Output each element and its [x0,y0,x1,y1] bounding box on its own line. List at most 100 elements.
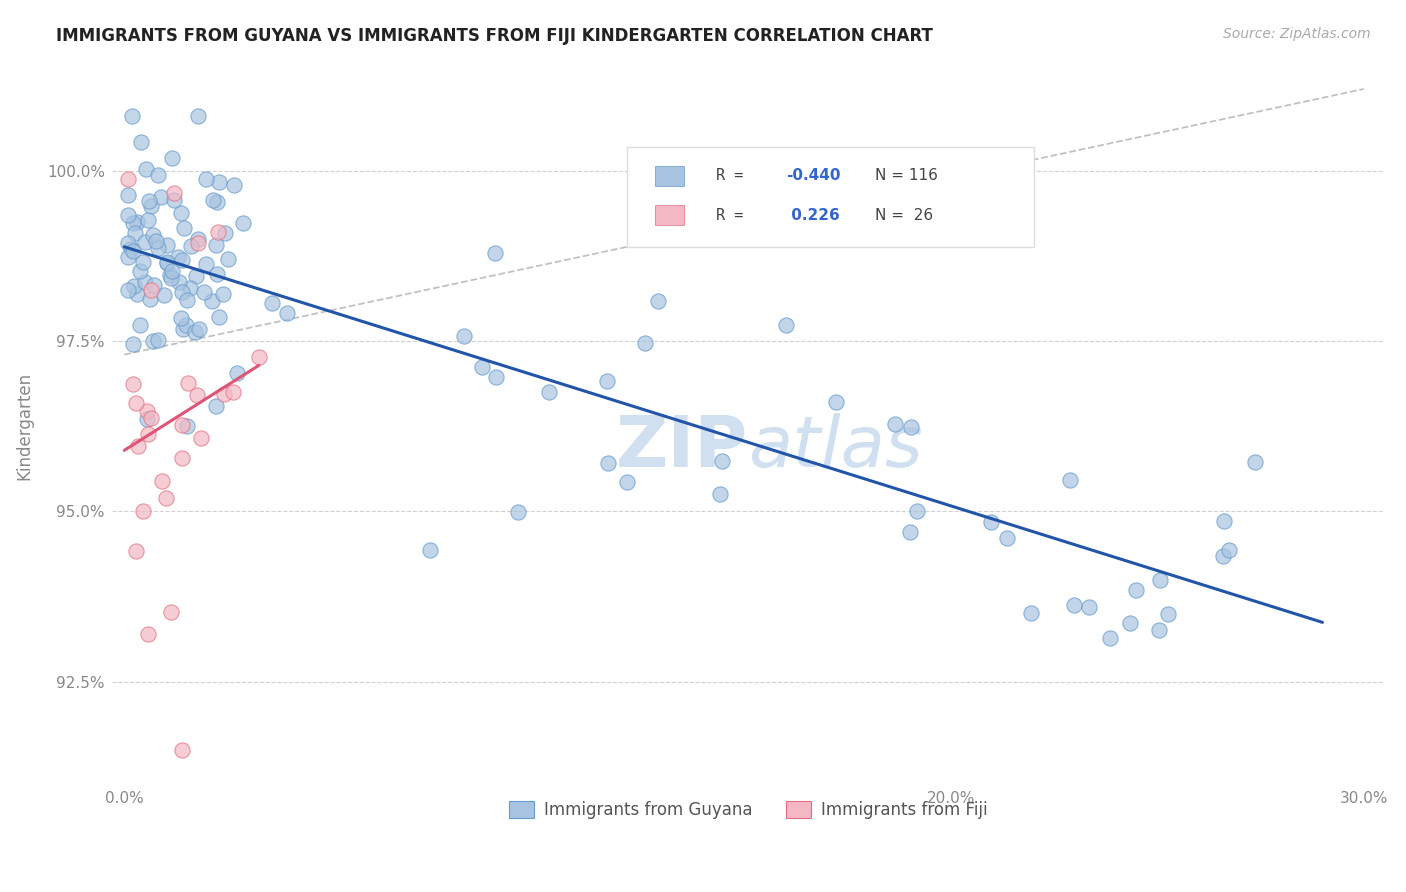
Point [121,376,143,391]
Point [134,235,156,250]
Point [174,318,197,333]
Point [131,135,153,149]
Text: IMMIGRANTS FROM GUYANA VS IMMIGRANTS FROM FIJI KINDERGARTEN CORRELATION CHART: IMMIGRANTS FROM GUYANA VS IMMIGRANTS FRO… [56,27,934,45]
Point [125,543,148,558]
Point [217,252,239,267]
Point [136,427,159,442]
Point [190,432,212,446]
Point [212,286,235,301]
Point [170,451,193,466]
Point [187,232,209,246]
Point [159,268,181,283]
Point [142,334,165,349]
Point [176,418,198,433]
Point [193,285,215,299]
Text: -0.440: -0.440 [786,169,841,183]
Point [136,403,159,417]
Point [117,250,139,264]
Point [135,412,157,426]
Point [141,410,163,425]
Point [117,208,139,222]
Point [187,235,209,250]
Point [208,310,231,324]
Point [200,294,222,309]
Point [225,367,247,381]
Point [128,318,150,333]
Point [129,264,152,278]
Point [1157,607,1180,622]
Point [195,257,218,271]
Point [120,243,142,257]
Text: ZIP: ZIP [616,413,748,482]
Point [167,275,190,289]
Point [139,283,162,297]
Point [1149,573,1171,587]
Text: atlas: atlas [748,413,922,482]
Point [995,531,1018,545]
Point [1059,473,1081,487]
Point [170,206,193,220]
Point [136,212,159,227]
Point [166,251,188,265]
Point [176,293,198,308]
Point [905,504,928,518]
Point [232,216,254,230]
Point [1125,583,1147,598]
Point [900,419,922,434]
Point [187,109,209,123]
Point [146,168,169,182]
Point [179,280,201,294]
Text: 0.226: 0.226 [786,208,839,223]
Point [134,276,156,290]
Point [205,238,228,252]
Point [148,334,170,348]
Legend: Immigrants from Guyana, Immigrants from Fiji: Immigrants from Guyana, Immigrants from … [502,794,994,825]
Point [127,439,149,453]
Point [163,193,186,207]
Text: N =  26: N = 26 [876,208,934,223]
Point [194,172,217,186]
Point [125,287,148,301]
Point [980,515,1002,529]
Point [177,376,200,390]
Point [149,189,172,203]
Point [596,456,619,470]
Point [142,227,165,242]
Point [1147,623,1170,637]
Point [142,277,165,292]
Point [125,396,148,410]
Point [172,418,194,433]
Point [156,238,179,252]
Point [122,244,145,258]
Point [121,109,143,123]
Point [150,474,173,488]
Point [1019,606,1042,620]
Text: R =: R = [716,208,752,223]
Point [1218,542,1240,557]
Point [205,194,228,209]
Point [117,172,139,186]
Point [160,151,183,165]
Point [122,279,145,293]
Point [187,322,209,336]
Point [170,285,193,300]
Point [208,175,231,189]
Point [170,252,193,267]
Point [169,310,191,325]
Point [139,199,162,213]
Point [122,337,145,351]
Point [139,292,162,306]
Bar [655,205,683,225]
Point [1212,514,1234,528]
Point [132,255,155,269]
Point [207,225,229,239]
Point [156,256,179,270]
Point [634,335,657,350]
Point [184,325,207,339]
Point [121,216,143,230]
Text: N = 116: N = 116 [876,169,938,183]
Point [471,360,494,375]
Point [170,742,193,756]
Point [146,241,169,255]
Point [201,193,224,207]
